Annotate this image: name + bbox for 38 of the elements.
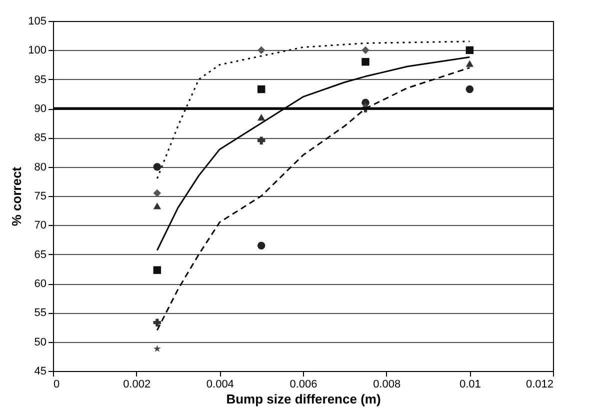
x-tick-label: 0.002 bbox=[123, 378, 151, 390]
point bbox=[153, 202, 162, 210]
y-tick-label: 80 bbox=[34, 161, 46, 174]
point bbox=[153, 162, 162, 171]
y-tick-label: 100 bbox=[28, 44, 46, 57]
y-tick-label: 45 bbox=[34, 366, 46, 378]
x-tick-label: 0.006 bbox=[290, 378, 318, 390]
y-tick-label: 95 bbox=[34, 74, 46, 86]
point bbox=[466, 85, 474, 94]
point bbox=[257, 85, 266, 94]
point bbox=[257, 136, 266, 144]
x-tick-label: 0.004 bbox=[206, 378, 234, 390]
y-tick-label: 60 bbox=[34, 278, 46, 290]
y-tick-label: 65 bbox=[34, 248, 46, 261]
x-tick-label: 0 bbox=[54, 378, 60, 390]
x-axis-title: Bump size difference (m) bbox=[226, 392, 381, 406]
point bbox=[257, 46, 266, 54]
point bbox=[153, 318, 162, 326]
y-tick-label: 70 bbox=[34, 220, 46, 232]
point bbox=[362, 46, 370, 54]
y-axis-title: % correct bbox=[9, 166, 24, 226]
y-tick-label: 85 bbox=[34, 132, 46, 144]
y-tick-label: 105 bbox=[28, 16, 46, 28]
point bbox=[153, 266, 162, 274]
y-tick-label: 55 bbox=[34, 307, 46, 320]
y-tick-label: 50 bbox=[34, 336, 46, 348]
point bbox=[153, 189, 162, 197]
x-tick-label: 0.008 bbox=[373, 378, 401, 390]
point bbox=[257, 114, 266, 121]
point bbox=[257, 242, 266, 250]
x-tick-label: 0.01 bbox=[459, 378, 481, 390]
y-tick-label: 90 bbox=[34, 103, 46, 115]
point bbox=[153, 344, 161, 352]
y-tick-label: 75 bbox=[34, 190, 46, 202]
point bbox=[466, 46, 474, 54]
x-tick-label: 0.012 bbox=[526, 378, 554, 390]
point bbox=[466, 60, 474, 67]
point bbox=[362, 58, 370, 66]
